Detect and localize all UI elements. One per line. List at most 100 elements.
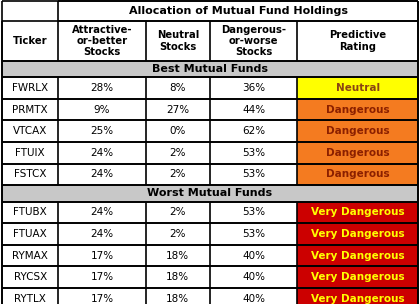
Bar <box>146 266 210 288</box>
Text: Very Dangerous: Very Dangerous <box>311 272 404 282</box>
Text: 28%: 28% <box>90 83 113 93</box>
Text: 2%: 2% <box>170 148 186 158</box>
Text: Very Dangerous: Very Dangerous <box>311 250 404 261</box>
Text: 9%: 9% <box>94 105 110 115</box>
Text: PRMTX: PRMTX <box>12 105 48 115</box>
Bar <box>58 1 418 21</box>
Text: 27%: 27% <box>166 105 189 115</box>
Text: 2%: 2% <box>170 169 186 179</box>
Bar <box>2 185 418 202</box>
Text: Ticker: Ticker <box>13 36 47 46</box>
Text: 17%: 17% <box>90 272 113 282</box>
Bar <box>210 266 297 288</box>
Bar <box>2 21 58 61</box>
Text: 18%: 18% <box>166 294 189 304</box>
Text: 24%: 24% <box>90 207 113 217</box>
Bar <box>146 99 210 120</box>
Bar <box>146 245 210 266</box>
Text: Dangerous-
or-worse
Stocks: Dangerous- or-worse Stocks <box>221 25 286 57</box>
Text: 24%: 24% <box>90 229 113 239</box>
Bar <box>297 142 418 164</box>
Text: 44%: 44% <box>242 105 265 115</box>
Text: 40%: 40% <box>242 250 265 261</box>
Text: Worst Mutual Funds: Worst Mutual Funds <box>147 188 273 198</box>
Text: Dangerous: Dangerous <box>326 148 389 158</box>
Bar <box>210 245 297 266</box>
Bar <box>297 223 418 245</box>
Bar <box>2 1 58 21</box>
Bar <box>58 245 146 266</box>
Bar <box>2 288 58 304</box>
Bar <box>2 142 58 164</box>
Bar <box>58 142 146 164</box>
Text: FSTCX: FSTCX <box>14 169 47 179</box>
Bar <box>210 21 297 61</box>
Bar <box>210 99 297 120</box>
Bar <box>297 202 418 223</box>
Text: FTUAX: FTUAX <box>13 229 47 239</box>
Bar <box>2 164 58 185</box>
Text: Very Dangerous: Very Dangerous <box>311 229 404 239</box>
Text: 40%: 40% <box>242 294 265 304</box>
Text: 53%: 53% <box>242 148 265 158</box>
Text: 24%: 24% <box>90 148 113 158</box>
Bar <box>146 164 210 185</box>
Bar <box>2 266 58 288</box>
Text: Very Dangerous: Very Dangerous <box>311 294 404 304</box>
Text: 36%: 36% <box>242 83 265 93</box>
Bar <box>58 77 146 99</box>
Bar <box>146 77 210 99</box>
Bar <box>210 77 297 99</box>
Text: Neutral: Neutral <box>336 83 380 93</box>
Bar <box>2 120 58 142</box>
Text: Predictive
Rating: Predictive Rating <box>329 30 386 52</box>
Bar <box>210 120 297 142</box>
Text: 18%: 18% <box>166 250 189 261</box>
Text: FTUIX: FTUIX <box>16 148 45 158</box>
Bar <box>210 142 297 164</box>
Text: 2%: 2% <box>170 229 186 239</box>
Bar <box>58 120 146 142</box>
Text: 17%: 17% <box>90 250 113 261</box>
Text: 8%: 8% <box>170 83 186 93</box>
Bar <box>58 164 146 185</box>
Bar <box>210 202 297 223</box>
Bar <box>146 21 210 61</box>
Text: 24%: 24% <box>90 169 113 179</box>
Text: 40%: 40% <box>242 272 265 282</box>
Text: Dangerous: Dangerous <box>326 169 389 179</box>
Text: 18%: 18% <box>166 272 189 282</box>
Text: Dangerous: Dangerous <box>326 105 389 115</box>
Bar <box>297 245 418 266</box>
Text: 53%: 53% <box>242 207 265 217</box>
Text: FWRLX: FWRLX <box>12 83 48 93</box>
Text: RYMAX: RYMAX <box>12 250 48 261</box>
Text: 25%: 25% <box>90 126 113 136</box>
Bar <box>146 288 210 304</box>
Bar <box>58 223 146 245</box>
Bar <box>146 120 210 142</box>
Bar <box>58 99 146 120</box>
Bar <box>58 202 146 223</box>
Text: Neutral
Stocks: Neutral Stocks <box>157 30 199 52</box>
Text: 2%: 2% <box>170 207 186 217</box>
Text: Attractive-
or-better
Stocks: Attractive- or-better Stocks <box>72 25 132 57</box>
Bar <box>58 266 146 288</box>
Bar <box>2 61 418 77</box>
Text: Allocation of Mutual Fund Holdings: Allocation of Mutual Fund Holdings <box>129 6 348 16</box>
Text: VTCAX: VTCAX <box>13 126 47 136</box>
Bar <box>58 21 146 61</box>
Bar <box>297 120 418 142</box>
Text: 53%: 53% <box>242 229 265 239</box>
Text: FTUBX: FTUBX <box>13 207 47 217</box>
Text: Dangerous: Dangerous <box>326 126 389 136</box>
Text: Best Mutual Funds: Best Mutual Funds <box>152 64 268 74</box>
Text: 53%: 53% <box>242 169 265 179</box>
Bar <box>58 288 146 304</box>
Bar <box>297 99 418 120</box>
Bar <box>2 202 58 223</box>
Text: Very Dangerous: Very Dangerous <box>311 207 404 217</box>
Text: 17%: 17% <box>90 294 113 304</box>
Bar <box>2 99 58 120</box>
Bar <box>146 223 210 245</box>
